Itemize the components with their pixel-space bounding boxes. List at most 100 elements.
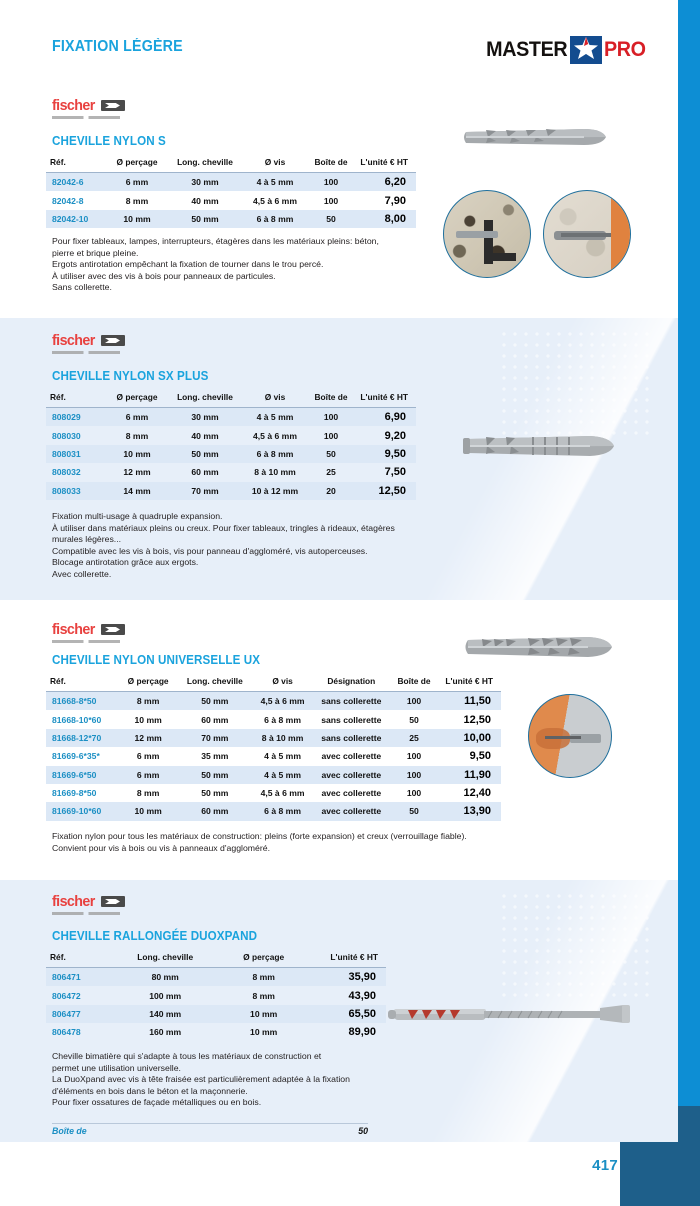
product-title-3: CHEVILLE NYLON UNIVERSELLE UX <box>52 653 261 667</box>
cell-vis: 4,5 à 6 mm <box>260 788 305 799</box>
cell-vis: 4,5 à 6 mm <box>260 696 305 707</box>
application-photo-brick <box>543 190 631 278</box>
table-row[interactable]: 82042-6 6 mm 30 mm 4 à 5 mm 100 6,20 <box>46 172 416 192</box>
desc-line: pierre et brique pleine. <box>52 247 139 258</box>
cell-vis: 10 à 12 mm <box>251 485 299 496</box>
page-title: FIXATION LÉGÈRE <box>52 38 183 55</box>
cell-prix: 7,50 <box>384 466 406 479</box>
cell-ref: 81669-10*60 <box>52 806 102 817</box>
cell-vis: 6 à 8 mm <box>256 448 294 459</box>
cell-prix: 6,20 <box>384 176 406 189</box>
table-row[interactable]: 806477 140 mm 10 mm 65,50 <box>46 1004 386 1024</box>
nylon-plug-ux-image <box>462 630 618 664</box>
table-row[interactable]: 81668-8*50 8 mm 50 mm 4,5 à 6 mm sans co… <box>46 691 501 711</box>
cell-longueur: 80 mm <box>151 972 179 983</box>
cell-prix: 9,20 <box>384 429 406 442</box>
cell-prix: 7,90 <box>384 194 406 207</box>
product-table-3: Réf. Ø perçage Long. cheville Ø vis Dési… <box>46 673 501 821</box>
desc-line: Avec collerette. <box>52 568 112 579</box>
cell-boite: 25 <box>409 732 419 743</box>
fischer-tagline-rule <box>52 640 120 643</box>
cell-designation: sans collerette <box>321 732 382 743</box>
cell-percage: 12 mm <box>123 467 151 478</box>
fischer-logo-2: fischer <box>52 333 140 359</box>
cell-ref: 82042-10 <box>52 213 89 224</box>
cell-longueur: 100 mm <box>149 990 182 1001</box>
table-row[interactable]: 808029 6 mm 30 mm 4 à 5 mm 100 6,90 <box>46 407 416 427</box>
cell-boite: 100 <box>323 430 339 441</box>
band-dots-decor <box>502 332 652 442</box>
cell-percage: 12 mm <box>134 732 162 743</box>
cell-percage: 10 mm <box>123 213 151 224</box>
cell-ref: 808033 <box>52 485 81 496</box>
cell-percage: 8 mm <box>252 990 275 1001</box>
cell-ref: 81669-6*35* <box>52 751 100 762</box>
col-boite: Boîte de <box>389 673 439 692</box>
table-row[interactable]: 806478 160 mm 10 mm 89,90 <box>46 1023 386 1041</box>
table-row[interactable]: 81668-10*60 10 mm 60 mm 6 à 8 mm sans co… <box>46 710 501 728</box>
cell-vis: 8 à 10 mm <box>261 732 304 743</box>
table-row[interactable]: 81669-6*50 6 mm 50 mm 4 à 5 mm avec coll… <box>46 765 501 784</box>
table-row[interactable]: 81668-12*70 12 mm 70 mm 8 à 10 mm sans c… <box>46 728 501 748</box>
cell-longueur: 40 mm <box>191 430 219 441</box>
cell-percage: 10 mm <box>134 806 162 817</box>
table-row[interactable]: 808032 12 mm 60 mm 8 à 10 mm 25 7,50 <box>46 463 416 481</box>
cell-vis: 8 à 10 mm <box>254 467 296 478</box>
col-ref: Réf. <box>46 154 108 173</box>
product-title-4: CHEVILLE RALLONGÉE DUOXPAND <box>52 929 258 943</box>
fischer-tagline-rule <box>52 351 120 354</box>
cell-prix: 13,90 <box>463 805 491 818</box>
cell-vis: 6 à 8 mm <box>264 806 301 817</box>
cell-vis: 4,5 à 6 mm <box>253 195 297 206</box>
table-row[interactable]: 806472 100 mm 8 mm 43,90 <box>46 986 386 1004</box>
cell-ref: 82042-8 <box>52 195 84 206</box>
cell-prix: 11,50 <box>464 695 491 708</box>
col-ref: Réf. <box>46 949 115 968</box>
table-row[interactable]: 81669-8*50 8 mm 50 mm 4,5 à 6 mm avec co… <box>46 784 501 802</box>
desc-line: À utiliser avec des vis à bois pour pann… <box>52 270 276 281</box>
cell-ref: 808029 <box>52 412 81 423</box>
fischer-logo-4: fischer <box>52 894 140 920</box>
col-ref: Réf. <box>46 673 119 692</box>
desc-line: d'éléments en bois dans le béton et la m… <box>52 1085 248 1096</box>
cell-boite: 100 <box>323 412 339 423</box>
table-row[interactable]: 808030 8 mm 40 mm 4,5 à 6 mm 100 9,20 <box>46 426 416 444</box>
fischer-wordmark: fischer <box>52 332 95 349</box>
col-vis: Ø vis <box>244 154 306 173</box>
cell-ref: 806478 <box>52 1027 81 1038</box>
cell-percage: 14 mm <box>123 485 151 496</box>
cell-ref: 808030 <box>52 430 81 441</box>
cell-prix: 9,50 <box>469 750 491 763</box>
product-table-2: Réf. Ø perçage Long. cheville Ø vis Boît… <box>46 389 416 500</box>
table-row[interactable]: 808031 10 mm 50 mm 6 à 8 mm 50 9,50 <box>46 444 416 464</box>
table-row[interactable]: 82042-8 8 mm 40 mm 4,5 à 6 mm 100 7,90 <box>46 191 416 209</box>
table-row[interactable]: 81669-10*60 10 mm 60 mm 6 à 8 mm avec co… <box>46 802 501 821</box>
fischer-mark-icon <box>101 624 125 635</box>
col-longueur: Long. cheville <box>177 673 253 692</box>
col-prix: L'unité € HT <box>356 389 416 408</box>
col-boite: Boîte de <box>306 389 356 408</box>
cell-percage: 10 mm <box>123 448 151 459</box>
cell-boite: 100 <box>406 769 422 780</box>
cell-boite: 100 <box>323 195 339 206</box>
cell-vis: 4 à 5 mm <box>256 177 294 188</box>
desc-line: Blocage antirotation grâce aux ergots. <box>52 557 199 568</box>
desc-line: Pour fixer ossatures de façade métalliqu… <box>52 1097 262 1108</box>
cell-boite: 100 <box>406 696 422 707</box>
cell-percage: 10 mm <box>250 1008 278 1019</box>
col-prix: L'unité € HT <box>311 949 386 968</box>
desc-line: Compatible avec les vis à bois, vis pour… <box>52 545 368 556</box>
masterpro-logo: MASTER PRO <box>481 36 648 64</box>
cell-percage: 6 mm <box>136 769 160 780</box>
table-row[interactable]: 808033 14 mm 70 mm 10 à 12 mm 20 12,50 <box>46 481 416 500</box>
desc-line: permet une utilisation universelle. <box>52 1062 181 1073</box>
table-row[interactable]: 81669-6*35* 6 mm 35 mm 4 à 5 mm avec col… <box>46 747 501 765</box>
table-row[interactable]: 82042-10 10 mm 50 mm 6 à 8 mm 50 8,00 <box>46 209 416 229</box>
table-row[interactable]: 806471 80 mm 8 mm 35,90 <box>46 967 386 987</box>
cell-designation: sans collerette <box>321 696 382 707</box>
cell-longueur: 50 mm <box>191 448 219 459</box>
cell-ref: 81668-8*50 <box>52 696 97 707</box>
cell-designation: avec collerette <box>321 751 382 762</box>
col-percage: Ø perçage <box>108 154 166 173</box>
cell-percage: 8 mm <box>125 195 149 206</box>
